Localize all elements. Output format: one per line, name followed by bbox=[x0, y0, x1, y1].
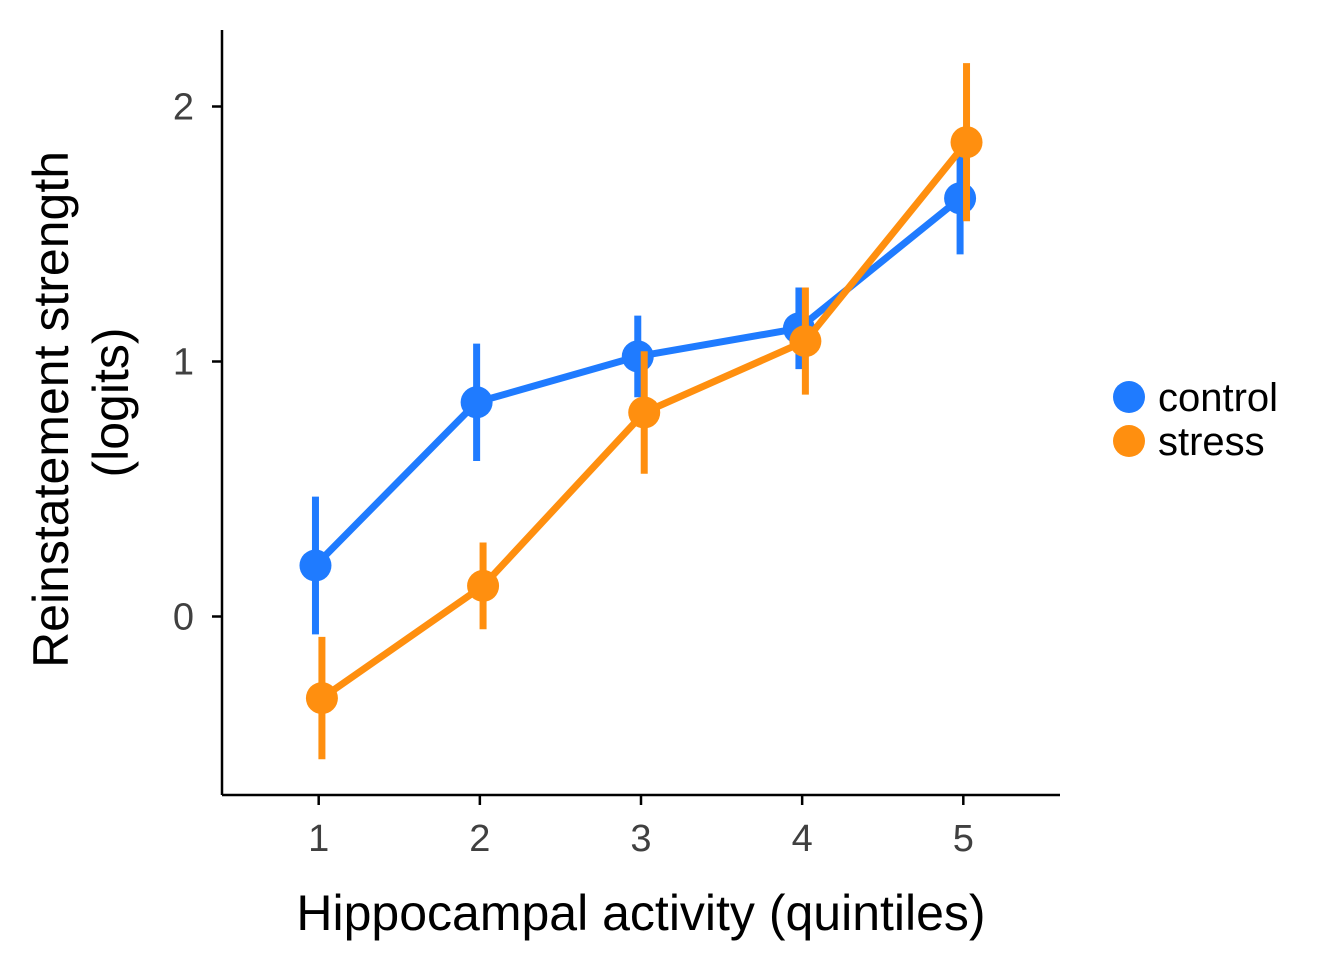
data-point-stress bbox=[467, 569, 500, 602]
y-tick-label: 2 bbox=[173, 87, 194, 129]
x-tick-label: 1 bbox=[308, 818, 329, 860]
x-tick-label: 2 bbox=[469, 818, 490, 860]
legend-key-marker bbox=[1113, 425, 1145, 457]
data-point-stress bbox=[305, 682, 338, 715]
legend-label: stress bbox=[1158, 420, 1265, 464]
x-axis-title: Hippocampal activity (quintiles) bbox=[296, 885, 985, 941]
data-point-control bbox=[944, 182, 977, 215]
legend-item-control: control bbox=[1113, 376, 1278, 420]
y-axis-title-line-1: Reinstatement strength bbox=[23, 151, 79, 668]
ticks: 1 2 3 4 5 0 1 2 bbox=[173, 87, 974, 861]
series-layer bbox=[299, 63, 983, 760]
series-stress bbox=[305, 63, 983, 760]
data-point-control bbox=[299, 549, 332, 582]
x-tick-label: 5 bbox=[953, 818, 974, 860]
data-point-control bbox=[460, 386, 493, 419]
legend-key-marker bbox=[1113, 381, 1145, 413]
x-tick-label: 4 bbox=[792, 818, 813, 860]
data-point-control bbox=[621, 340, 654, 373]
legend-item-stress: stress bbox=[1113, 420, 1265, 464]
data-point-stress bbox=[789, 325, 822, 358]
data-point-stress bbox=[628, 396, 661, 429]
series-control bbox=[299, 142, 977, 635]
y-tick-label: 0 bbox=[173, 597, 194, 639]
y-tick-label: 1 bbox=[173, 342, 194, 384]
y-axis-title-line-2: (logits) bbox=[83, 327, 139, 477]
y-axis-title: Reinstatement strength (logits) bbox=[23, 137, 139, 668]
data-point-stress bbox=[950, 126, 983, 159]
x-tick-label: 3 bbox=[630, 818, 651, 860]
legend-label: control bbox=[1158, 376, 1278, 420]
